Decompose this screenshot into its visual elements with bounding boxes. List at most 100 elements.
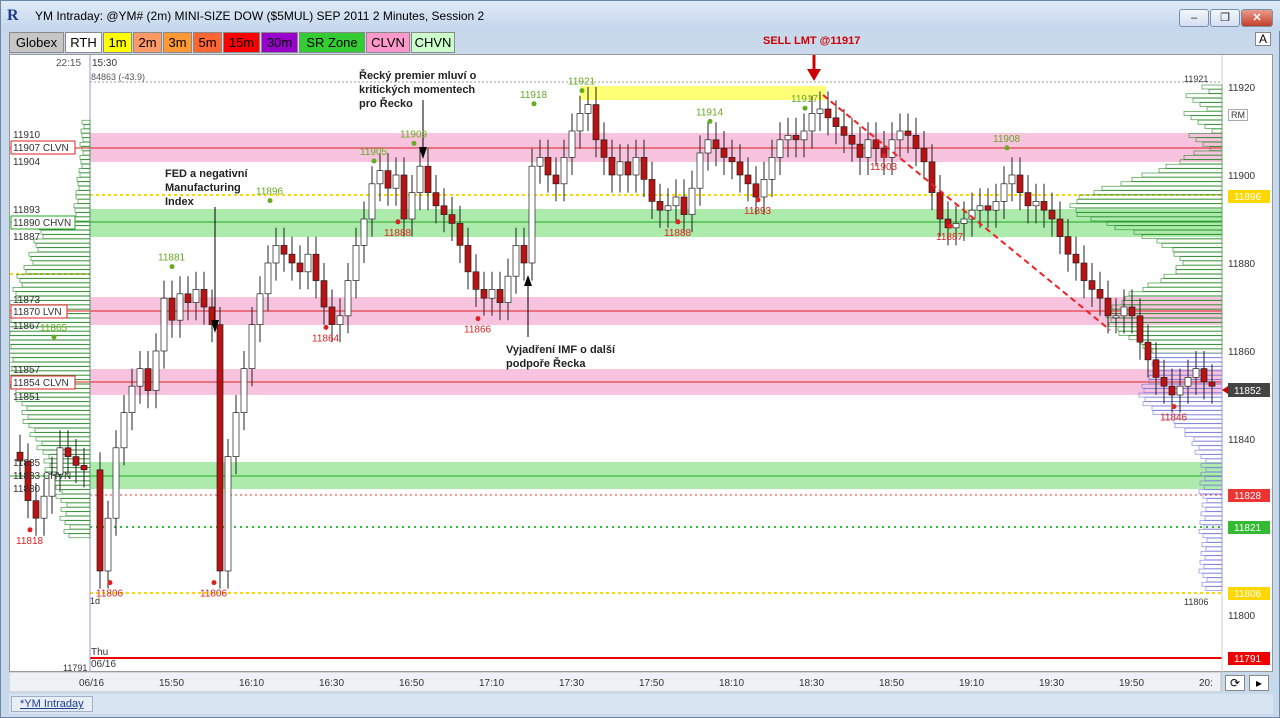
profile-right-bar <box>1172 247 1223 253</box>
candle-body <box>1064 236 1072 255</box>
level-label-11873: 11873 <box>13 295 41 306</box>
candle-body <box>184 293 192 303</box>
high-marker <box>531 101 537 107</box>
rth-button[interactable]: RTH <box>65 32 102 53</box>
price-tick-11900: 11900 <box>1228 171 1256 182</box>
chvn-button[interactable]: CHVN <box>411 32 455 53</box>
candle-body <box>264 262 272 295</box>
5m-button[interactable]: 5m <box>193 32 222 53</box>
candle-body <box>712 139 720 149</box>
2m-button[interactable]: 2m <box>133 32 162 53</box>
marker-11806-label: 11806 <box>1234 589 1262 600</box>
profile-left-bar <box>80 159 91 165</box>
scroll-right-icon[interactable]: ▸ <box>1249 675 1269 691</box>
candle-body <box>624 161 632 176</box>
1m-button[interactable]: 1m <box>103 32 132 53</box>
restore-button[interactable]: ❐ <box>1210 9 1240 27</box>
15m-button[interactable]: 15m <box>223 32 260 53</box>
profile-left-bar <box>21 410 91 415</box>
cursor-time-label: 15:30 <box>92 58 117 69</box>
candle-body <box>840 126 848 136</box>
candle-body <box>936 192 944 220</box>
profile-left-bar <box>30 256 91 261</box>
price-chart[interactable]: 11910 11907 CLVN 11904 11893 11890 CHVN … <box>2 55 1274 673</box>
candle-body <box>1072 253 1080 264</box>
level-box-11890 <box>10 215 76 230</box>
profile-right-bar <box>1205 467 1223 473</box>
candle-body <box>872 139 880 149</box>
level-label-11910: 11910 <box>13 130 41 141</box>
candle-body <box>1136 315 1144 343</box>
horizontal-scrollbar[interactable] <box>9 672 1222 692</box>
candle-body <box>472 271 480 290</box>
profile-right-bar <box>1090 216 1223 222</box>
profile-left-bar <box>79 141 91 147</box>
rm-label[interactable]: RM <box>1228 109 1248 121</box>
high-marker <box>802 105 808 111</box>
candle-body <box>1184 377 1192 387</box>
low-label: 11866 <box>464 325 492 336</box>
low-label: 11818 <box>16 536 44 547</box>
candle-body <box>248 324 256 369</box>
info-readout: 84863 (-43.9) <box>91 72 145 82</box>
candle-body <box>1168 385 1176 396</box>
time-label: 18:50 <box>879 678 904 689</box>
30m-button[interactable]: 30m <box>261 32 298 53</box>
imf-annotation: Vyjadření IMF o další podpoře Řecka <box>506 344 616 370</box>
profile-right-bar <box>1111 309 1223 314</box>
low-marker <box>475 316 481 322</box>
level-label-11887: 11887 <box>13 232 41 243</box>
profile-right-bar <box>1199 520 1223 525</box>
candle-body <box>1160 377 1168 387</box>
profile-left-bar <box>15 397 91 402</box>
candle-body <box>296 262 304 273</box>
candle-body <box>192 289 200 303</box>
profile-right-bar <box>1202 493 1223 499</box>
close-button[interactable]: ✕ <box>1241 9 1273 27</box>
candle-body <box>896 130 904 141</box>
candle-body <box>976 205 984 211</box>
candle-body <box>1112 315 1120 319</box>
candle-body <box>1200 368 1208 383</box>
profile-right-bar <box>1141 172 1223 178</box>
profile-left-bar <box>21 401 91 407</box>
profile-right-bar <box>1201 542 1223 547</box>
candle-body <box>24 460 32 501</box>
chart-area[interactable]: 11910 11907 CLVN 11904 11893 11890 CHVN … <box>2 54 1274 673</box>
refresh-icon[interactable]: ⟳ <box>1225 675 1245 691</box>
marker-11828 <box>1228 489 1270 502</box>
minimize-button[interactable]: – <box>1179 9 1209 27</box>
profile-right-bar <box>1101 185 1223 191</box>
high-label: 11905 <box>360 147 388 158</box>
title-bar[interactable]: R YM Intraday: @YM# (2m) MINI-SIZE DOW (… <box>1 1 1280 31</box>
candle-body <box>584 104 592 114</box>
clvn-button[interactable]: CLVN <box>366 32 410 53</box>
candle-body <box>608 157 616 176</box>
drawing-toggle-button[interactable]: A <box>1255 32 1271 46</box>
candle-body <box>216 324 224 572</box>
profile-right-bar <box>1206 498 1223 503</box>
candle-body <box>1208 381 1216 387</box>
fed-annotation-line-3: Index <box>165 196 195 208</box>
profile-right-bar <box>1120 181 1223 187</box>
profile-left-bar <box>41 441 91 446</box>
profile-right-bar <box>1202 141 1223 147</box>
marker-11852-label: 11852 <box>1234 386 1262 397</box>
profile-right-bar <box>1128 335 1223 341</box>
3m-button[interactable]: 3m <box>163 32 192 53</box>
profile-left-bar <box>81 163 91 169</box>
candle-body <box>968 209 976 220</box>
globex-button[interactable]: Globex <box>9 32 64 53</box>
low-marker <box>211 580 217 586</box>
level-label-11833-chvn: 11833 CHVN <box>13 471 71 482</box>
sr-zone-button[interactable]: SR Zone <box>299 32 365 53</box>
tab-ym-intraday[interactable]: *YM Intraday <box>11 696 93 712</box>
candle-body <box>984 205 992 211</box>
candle-body <box>760 179 768 198</box>
profile-right-bar <box>1069 203 1223 209</box>
time-label: 16:30 <box>319 678 344 689</box>
profile-left-bar <box>43 458 91 464</box>
profile-left-bar <box>37 247 91 253</box>
level-label-11830: 11830 <box>13 484 41 495</box>
greek-arrow-head <box>419 147 427 159</box>
